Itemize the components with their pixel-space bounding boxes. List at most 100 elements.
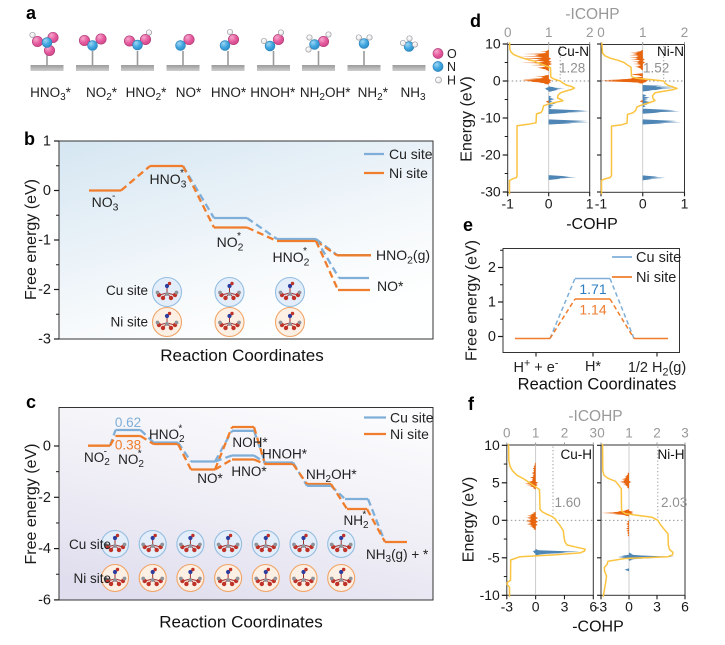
svg-text:1/2 H2(g): 1/2 H2(g) bbox=[628, 360, 686, 379]
svg-text:-10: -10 bbox=[480, 587, 500, 603]
svg-text:1: 1 bbox=[586, 195, 594, 211]
svg-text:0: 0 bbox=[545, 195, 553, 211]
svg-text:N: N bbox=[447, 60, 456, 74]
svg-text:-COHP: -COHP bbox=[566, 216, 618, 233]
svg-text:Ni site: Ni site bbox=[389, 165, 428, 181]
svg-text:Reaction Coordinates: Reaction Coordinates bbox=[518, 376, 677, 394]
svg-text:-3: -3 bbox=[501, 598, 514, 614]
svg-text:Cu site: Cu site bbox=[390, 410, 434, 426]
svg-text:Cu site: Cu site bbox=[69, 537, 111, 552]
svg-text:0: 0 bbox=[493, 73, 501, 89]
svg-text:c: c bbox=[26, 392, 36, 412]
svg-text:3: 3 bbox=[561, 598, 569, 614]
svg-text:NH2*: NH2* bbox=[358, 85, 389, 103]
svg-text:0.62: 0.62 bbox=[115, 415, 141, 430]
svg-text:H: H bbox=[447, 74, 456, 88]
svg-text:-3: -3 bbox=[595, 598, 608, 614]
svg-text:1.60: 1.60 bbox=[555, 495, 581, 510]
svg-text:0: 0 bbox=[597, 25, 605, 40]
svg-text:1: 1 bbox=[639, 25, 647, 40]
svg-text:Reaction Coordinates: Reaction Coordinates bbox=[160, 346, 323, 365]
svg-text:Reaction Coordinates: Reaction Coordinates bbox=[159, 613, 322, 632]
svg-text:b: b bbox=[24, 129, 35, 149]
svg-text:f: f bbox=[468, 394, 475, 414]
svg-text:Cu site: Cu site bbox=[389, 146, 433, 162]
svg-text:Cu site: Cu site bbox=[636, 250, 681, 266]
svg-text:1.14: 1.14 bbox=[579, 302, 606, 318]
svg-text:0: 0 bbox=[597, 426, 605, 441]
svg-text:NO*: NO* bbox=[176, 85, 202, 100]
svg-text:HNO*: HNO* bbox=[211, 85, 247, 100]
svg-text:-6: -6 bbox=[38, 592, 51, 608]
svg-text:3: 3 bbox=[653, 598, 661, 614]
svg-text:3: 3 bbox=[681, 426, 689, 441]
svg-text:-2: -2 bbox=[38, 282, 51, 298]
svg-text:0: 0 bbox=[492, 512, 500, 528]
svg-text:NH2OH*: NH2OH* bbox=[306, 467, 357, 485]
svg-text:-4: -4 bbox=[38, 541, 51, 557]
svg-text:Cu site: Cu site bbox=[106, 283, 148, 298]
svg-text:2.03: 2.03 bbox=[661, 495, 687, 510]
svg-text:NO2*: NO2* bbox=[217, 231, 244, 253]
svg-text:HNO3*: HNO3* bbox=[150, 168, 187, 190]
svg-text:Free energy (eV): Free energy (eV) bbox=[23, 444, 40, 565]
svg-text:HNO3*: HNO3* bbox=[30, 85, 72, 103]
svg-text:-ICOHP: -ICOHP bbox=[565, 6, 619, 23]
svg-text:3: 3 bbox=[590, 426, 598, 441]
svg-text:1: 1 bbox=[545, 25, 553, 40]
svg-text:HNOH*: HNOH* bbox=[250, 85, 296, 100]
svg-text:Ni site: Ni site bbox=[636, 270, 676, 286]
svg-text:Free energy (eV): Free energy (eV) bbox=[23, 179, 40, 300]
svg-text:-1: -1 bbox=[38, 233, 51, 249]
svg-text:1.52: 1.52 bbox=[643, 61, 669, 76]
svg-text:a: a bbox=[26, 3, 37, 23]
svg-text:Free energy (eV): Free energy (eV) bbox=[464, 240, 481, 361]
svg-text:0: 0 bbox=[504, 25, 512, 40]
svg-text:Cu-H: Cu-H bbox=[560, 447, 592, 462]
svg-text:NO2*: NO2* bbox=[118, 448, 144, 470]
svg-text:1.71: 1.71 bbox=[579, 281, 606, 297]
svg-text:-1: -1 bbox=[595, 195, 608, 211]
svg-text:HNO2*: HNO2* bbox=[273, 246, 310, 268]
svg-text:-10: -10 bbox=[480, 110, 500, 126]
svg-text:0: 0 bbox=[532, 598, 540, 614]
svg-text:10: 10 bbox=[485, 36, 501, 52]
svg-text:Ni site: Ni site bbox=[110, 315, 148, 330]
svg-text:0.38: 0.38 bbox=[115, 438, 141, 453]
svg-text:1: 1 bbox=[488, 295, 496, 311]
svg-text:6: 6 bbox=[681, 598, 689, 614]
svg-text:0: 0 bbox=[43, 439, 51, 455]
svg-text:1: 1 bbox=[625, 426, 633, 441]
svg-text:Ni site: Ni site bbox=[390, 426, 429, 442]
svg-text:Energy (eV): Energy (eV) bbox=[459, 76, 476, 161]
svg-text:6: 6 bbox=[589, 598, 597, 614]
svg-text:1: 1 bbox=[532, 426, 540, 441]
svg-text:-2: -2 bbox=[38, 490, 51, 506]
svg-text:H+ + e-: H+ + e- bbox=[514, 358, 559, 377]
svg-text:NO*: NO* bbox=[197, 471, 223, 486]
svg-text:-ICOHP: -ICOHP bbox=[568, 408, 622, 425]
svg-text:HNO*: HNO* bbox=[231, 464, 267, 479]
svg-text:NH2*: NH2* bbox=[343, 509, 369, 531]
svg-text:Cu-N: Cu-N bbox=[557, 44, 589, 59]
svg-text:0: 0 bbox=[503, 426, 511, 441]
svg-text:2: 2 bbox=[586, 25, 594, 40]
svg-text:2: 2 bbox=[488, 260, 496, 276]
svg-text:HNOH*: HNOH* bbox=[262, 447, 308, 462]
svg-text:1.28: 1.28 bbox=[559, 61, 585, 76]
svg-text:NO3-: NO3- bbox=[92, 191, 119, 213]
svg-text:HNO2(g): HNO2(g) bbox=[376, 247, 430, 266]
svg-text:NO*: NO* bbox=[377, 278, 404, 294]
svg-text:NO2-: NO2- bbox=[84, 446, 110, 468]
svg-text:HNO2*: HNO2* bbox=[149, 423, 185, 445]
svg-text:5: 5 bbox=[492, 474, 500, 490]
svg-text:10: 10 bbox=[484, 437, 500, 453]
svg-text:H*: H* bbox=[585, 359, 601, 375]
svg-text:-30: -30 bbox=[480, 184, 500, 200]
svg-text:0: 0 bbox=[488, 329, 496, 345]
svg-text:Energy (eV): Energy (eV) bbox=[461, 477, 478, 562]
svg-text:2: 2 bbox=[561, 426, 569, 441]
svg-text:-1: -1 bbox=[501, 195, 514, 211]
svg-text:Ni site: Ni site bbox=[73, 571, 111, 586]
svg-text:0: 0 bbox=[625, 598, 633, 614]
